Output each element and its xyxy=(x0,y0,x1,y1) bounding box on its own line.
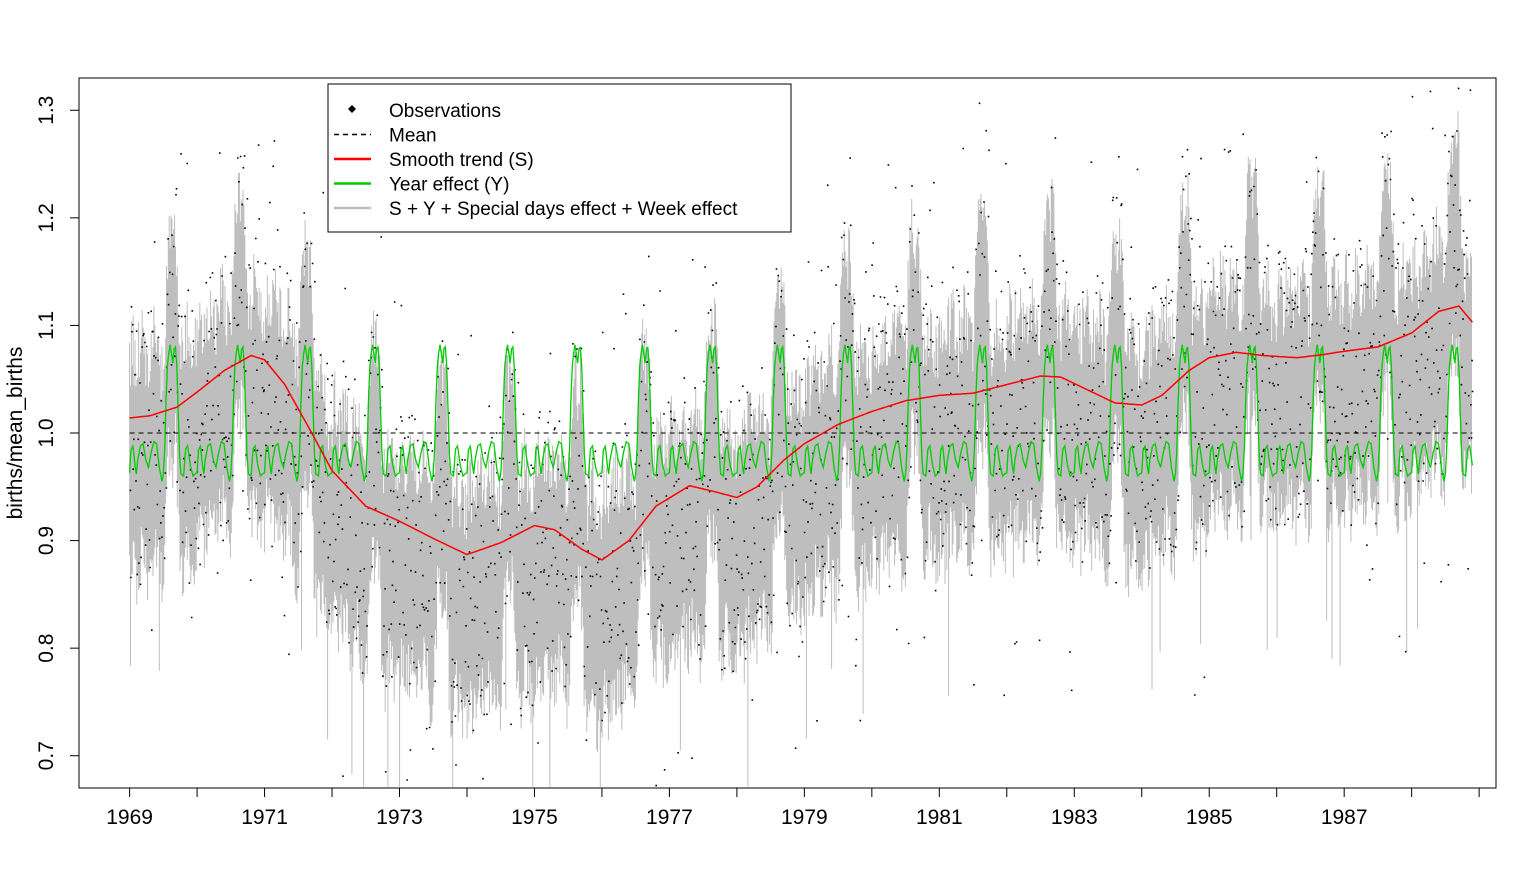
legend-item: Smooth trend (S) xyxy=(334,150,534,171)
y-tick-label: 1.0 xyxy=(35,418,58,447)
legend-box xyxy=(327,83,792,233)
y-tick-label: 0.9 xyxy=(35,526,58,555)
x-tick-label: 1983 xyxy=(1051,806,1098,829)
legend-label: Smooth trend (S) xyxy=(389,150,534,171)
legend-item: S + Y + Special days effect + Week effec… xyxy=(334,199,738,220)
smooth-trend-line xyxy=(129,305,1473,561)
x-tick-label: 1981 xyxy=(916,806,963,829)
year-effect-line xyxy=(128,344,1474,482)
data-layer-lines xyxy=(128,305,1474,561)
legend-label: Year effect (Y) xyxy=(389,175,509,196)
legend-item: Year effect (Y) xyxy=(334,175,509,196)
legend-item: Mean xyxy=(334,126,437,147)
y-tick-label: 1.3 xyxy=(35,96,58,125)
y-axis-label: births/mean_births xyxy=(4,347,27,520)
legend-label: Mean xyxy=(389,126,437,147)
x-tick-label: 1971 xyxy=(241,806,288,829)
legend-label: S + Y + Special days effect + Week effec… xyxy=(389,199,738,220)
x-tick-label: 1977 xyxy=(646,806,693,829)
model-fit-band xyxy=(129,111,1472,787)
x-tick-label: 1979 xyxy=(781,806,828,829)
x-tick-label: 1987 xyxy=(1321,806,1368,829)
y-tick-label: 0.7 xyxy=(35,741,58,770)
legend: Observations Mean Smooth trend (S) Year eff… xyxy=(327,83,792,233)
y-axis: 0.7 0.8 0.9 1.0 1.1 1.2 1.3 xyxy=(35,96,80,770)
x-tick-label: 1975 xyxy=(511,806,558,829)
y-tick-label: 0.8 xyxy=(35,634,58,663)
legend-label: Observations xyxy=(389,101,501,122)
y-tick-label: 1.2 xyxy=(35,203,58,232)
legend-item: Observations xyxy=(348,101,501,122)
x-tick-label: 1985 xyxy=(1186,806,1233,829)
x-axis: 1969 1971 1973 1975 1977 1979 1981 1983 1985 1987 xyxy=(106,787,1480,829)
x-tick-label: 1969 xyxy=(106,806,153,829)
data-layer-band xyxy=(129,111,1472,787)
x-tick-label: 1973 xyxy=(376,806,423,829)
y-tick-label: 1.1 xyxy=(35,311,58,340)
legend-point-symbol xyxy=(348,105,356,113)
